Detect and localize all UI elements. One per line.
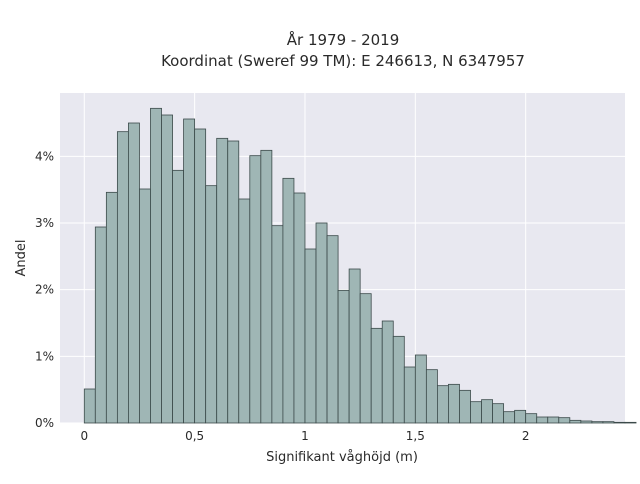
histogram-bar [381,320,394,424]
histogram-bar [326,235,339,424]
histogram-bar [183,118,196,424]
histogram-bar [580,420,593,424]
histogram-bar [128,122,140,424]
histogram-bar [105,191,118,424]
x-tick-label: 1 [301,429,309,443]
histogram-bar [602,421,615,424]
histogram-bar [459,389,471,424]
histogram-bar [205,185,218,424]
histogram-bar [161,114,173,424]
histogram-bar [359,293,372,424]
x-axis-ticks: 0 0,5 1 1,5 2 [80,429,529,443]
histogram-bar [414,354,427,424]
histogram-bar [194,128,207,424]
histogram-bar [172,169,184,424]
histogram-bar [83,388,96,424]
x-tick-label: 1,5 [406,429,425,443]
histogram-bar [150,107,162,424]
histogram-bar [514,409,527,424]
histogram-bar [536,416,549,424]
histogram-bar [437,385,449,424]
histogram-bar [216,137,229,424]
histogram-bar [337,289,350,424]
histogram-bar [227,140,240,424]
histogram-bar [293,192,306,424]
y-axis-ticks: 0% 1% 2% 3% 4% [35,149,54,430]
histogram-bar [260,149,273,424]
y-tick-label: 0% [35,416,54,430]
histogram-bar [139,188,151,424]
histogram-bar [282,177,295,424]
histogram-bar [348,268,361,424]
x-tick-label: 0,5 [185,429,204,443]
x-axis-label: Signifikant våghöjd (m) [266,450,418,465]
histogram-bar [481,399,493,424]
histogram-bar [271,225,284,424]
y-tick-label: 1% [35,349,54,363]
chart-title-line1: År 1979 - 2019 [287,30,400,49]
histogram-bar [569,419,582,424]
histogram-bar [591,421,604,424]
histogram-bar [470,401,482,424]
x-tick-label: 0 [80,429,88,443]
histogram-bar [238,198,251,424]
histogram-bar [448,383,460,424]
histogram-bar [392,335,405,424]
histogram-bar [403,366,416,424]
histogram-bar [425,369,438,424]
histogram-bar [370,327,383,424]
histogram-bar [492,403,505,424]
chart-title-line2: Koordinat (Sweref 99 TM): E 246613, N 63… [161,52,525,70]
y-tick-label: 2% [35,283,54,297]
x-tick-label: 2 [522,429,530,443]
y-tick-label: 4% [35,149,54,163]
histogram-bar [304,248,317,424]
histogram-bar [249,155,262,424]
histogram-bar [547,416,560,424]
histogram-bar [503,411,516,424]
histogram-bar [624,421,637,424]
histogram-bars [83,107,637,424]
histogram-bar [558,417,571,424]
histogram-bar [525,413,538,424]
histogram-bar [94,226,107,424]
histogram-bar [116,131,129,424]
y-tick-label: 3% [35,216,54,230]
histogram-bar [315,222,328,424]
y-axis-label: Andel [14,240,29,277]
histogram-bar [613,421,626,424]
